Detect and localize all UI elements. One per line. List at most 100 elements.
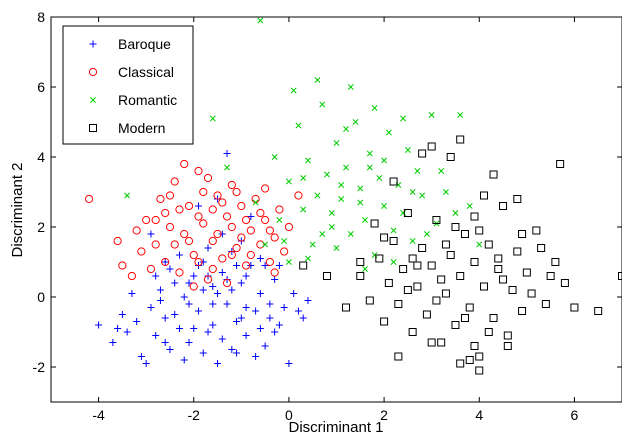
legend-marker-modern xyxy=(89,124,97,132)
data-point-classical xyxy=(170,240,179,249)
data-point-modern xyxy=(456,272,465,280)
data-point-baroque xyxy=(247,262,255,269)
data-point-baroque xyxy=(185,300,193,308)
data-point-romantic xyxy=(376,175,383,181)
data-point-baroque xyxy=(223,150,231,157)
data-point-romantic xyxy=(476,241,483,248)
data-point-modern xyxy=(403,286,412,294)
data-point-baroque xyxy=(290,290,298,297)
data-point-modern xyxy=(499,202,508,210)
data-point-baroque xyxy=(161,314,169,322)
data-point-classical xyxy=(265,257,274,267)
data-point-baroque xyxy=(218,269,226,276)
y-tick-label: 4 xyxy=(37,149,45,165)
data-point-romantic xyxy=(428,112,435,118)
data-point-modern xyxy=(422,310,431,319)
data-point-modern xyxy=(594,307,603,315)
data-point-baroque xyxy=(195,202,203,210)
data-point-modern xyxy=(532,226,541,235)
data-point-modern xyxy=(418,244,427,252)
data-point-romantic xyxy=(276,217,283,223)
x-tick-label: -2 xyxy=(188,407,201,423)
data-point-modern xyxy=(480,282,489,291)
data-point-baroque xyxy=(133,318,141,325)
data-point-modern xyxy=(484,240,493,249)
data-point-baroque xyxy=(266,300,274,308)
axis-ticks: -4 -2 0 2 4 6 -2 0 2 4 6 8 xyxy=(33,9,622,423)
data-point-classical xyxy=(270,233,279,242)
data-point-baroque xyxy=(271,276,279,283)
data-point-baroque xyxy=(166,265,174,273)
data-points xyxy=(84,17,622,375)
data-point-modern xyxy=(480,191,489,200)
data-point-modern xyxy=(427,261,436,270)
data-point-modern xyxy=(375,254,384,263)
data-point-romantic xyxy=(381,157,388,164)
data-point-romantic xyxy=(304,157,311,164)
data-point-classical xyxy=(189,250,198,260)
data-point-baroque xyxy=(304,297,312,304)
data-point-romantic xyxy=(362,266,369,272)
data-point-baroque xyxy=(256,255,264,262)
data-point-classical xyxy=(213,191,222,200)
data-point-baroque xyxy=(223,300,231,308)
data-point-classical xyxy=(246,250,255,260)
data-point-modern xyxy=(513,195,522,203)
data-point-romantic xyxy=(252,199,259,206)
data-point-baroque xyxy=(156,297,164,304)
data-point-romantic xyxy=(452,210,459,216)
data-point-classical xyxy=(246,226,255,235)
y-axis-label: Discriminant 2 xyxy=(9,162,26,257)
data-point-modern xyxy=(427,142,436,151)
data-point-baroque xyxy=(128,290,136,297)
data-point-classical xyxy=(241,215,251,225)
data-point-baroque xyxy=(185,339,193,346)
data-point-baroque xyxy=(271,328,279,336)
legend-marker-romantic xyxy=(90,97,96,103)
data-point-baroque xyxy=(214,360,222,367)
data-point-romantic xyxy=(366,164,373,171)
data-point-classical xyxy=(142,215,151,225)
data-point-modern xyxy=(384,279,393,287)
data-point-romantic xyxy=(423,231,430,237)
data-point-baroque xyxy=(123,328,131,336)
data-point-modern xyxy=(451,321,460,329)
y-tick-label: -2 xyxy=(33,359,46,375)
data-point-baroque xyxy=(199,349,207,357)
data-point-classical xyxy=(213,229,222,239)
data-point-classical xyxy=(241,261,251,270)
data-point-modern xyxy=(551,258,560,266)
data-point-romantic xyxy=(404,147,411,153)
data-point-romantic xyxy=(357,199,364,206)
data-point-classical xyxy=(127,271,136,281)
data-point-romantic xyxy=(209,115,216,122)
data-point-romantic xyxy=(343,164,349,171)
data-point-baroque xyxy=(166,346,174,353)
data-point-baroque xyxy=(147,230,155,238)
data-point-romantic xyxy=(352,119,359,125)
data-point-classical xyxy=(84,194,94,204)
data-point-modern xyxy=(618,272,622,280)
series-classical xyxy=(84,159,303,291)
data-point-classical xyxy=(151,215,160,225)
data-point-romantic xyxy=(442,189,449,195)
data-point-classical xyxy=(199,187,208,197)
data-point-romantic xyxy=(366,150,373,157)
data-point-baroque xyxy=(195,307,203,315)
data-point-classical xyxy=(227,222,236,232)
data-point-modern xyxy=(494,265,503,273)
data-point-classical xyxy=(118,261,127,270)
data-point-romantic xyxy=(409,238,416,244)
data-point-classical xyxy=(175,205,184,214)
data-point-romantic xyxy=(347,231,354,237)
data-point-modern xyxy=(494,254,503,263)
data-point-modern xyxy=(465,356,474,364)
data-point-classical xyxy=(218,198,227,207)
y-tick-label: 6 xyxy=(37,79,45,95)
data-point-baroque xyxy=(299,314,307,322)
data-point-romantic xyxy=(300,175,307,181)
data-point-baroque xyxy=(161,339,169,346)
data-point-classical xyxy=(232,243,241,253)
data-point-romantic xyxy=(457,112,464,118)
data-point-classical xyxy=(151,240,160,249)
